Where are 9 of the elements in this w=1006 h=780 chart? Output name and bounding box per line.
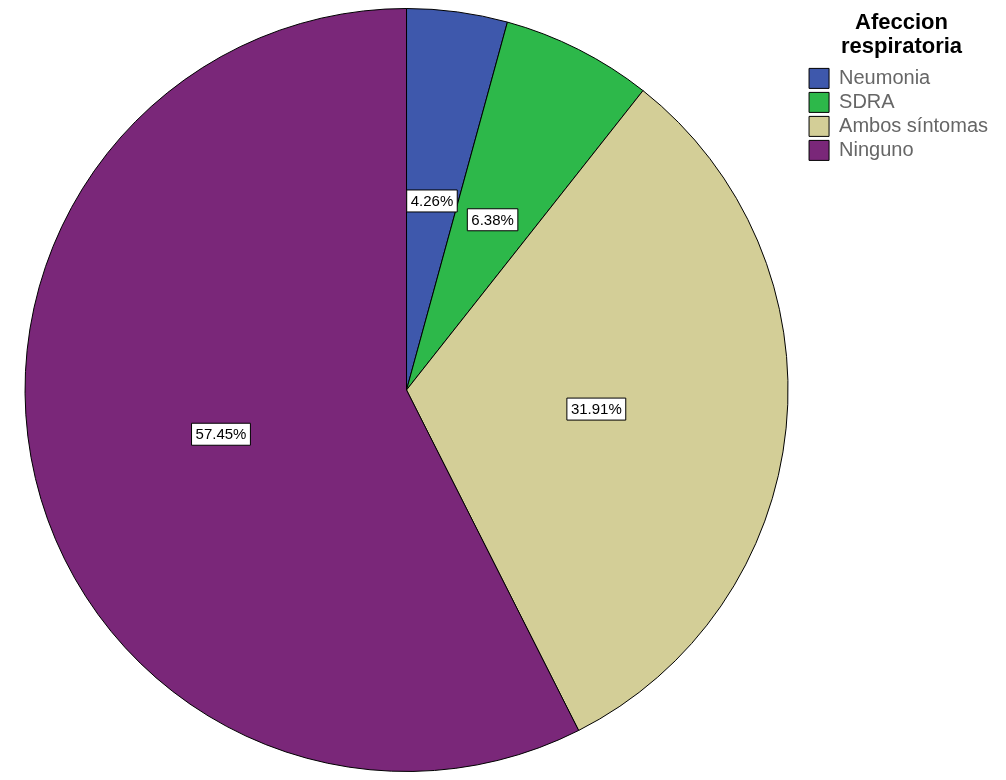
data-label: 4.26% bbox=[410, 192, 454, 210]
legend-label: Ninguno bbox=[839, 137, 914, 160]
legend-label: SDRA bbox=[839, 89, 896, 112]
data-label: 6.38% bbox=[471, 210, 514, 228]
legend-label: Ambos síntomas bbox=[839, 113, 989, 136]
data-label: 57.45% bbox=[195, 425, 247, 443]
legend-title: Afeccion respiratoria bbox=[841, 9, 963, 59]
data-label: 31.91% bbox=[570, 400, 622, 418]
legend-label: Neumonia bbox=[839, 65, 932, 88]
